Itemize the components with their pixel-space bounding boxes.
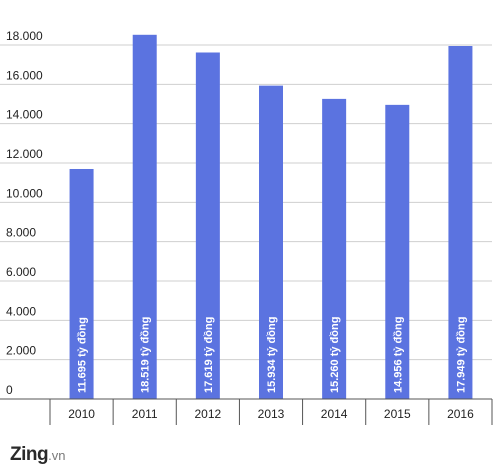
bar-data-label: 15.934 tỷ đồng bbox=[266, 317, 278, 393]
bar-data-label: 14.956 tỷ đồng bbox=[392, 317, 404, 393]
x-tick-label: 2014 bbox=[321, 407, 348, 421]
brand-logo: Zing.vn bbox=[10, 444, 65, 466]
y-tick-label: 4.000 bbox=[6, 304, 36, 318]
bar bbox=[322, 98, 347, 400]
x-axis: 2010 2011 2012 2013 2014 2015 2016 bbox=[0, 398, 493, 425]
y-tick-label: 8.000 bbox=[6, 226, 36, 240]
bar bbox=[132, 34, 157, 399]
bar-data-label: 18.519 tỷ đồng bbox=[140, 317, 152, 393]
y-tick-label: 18.000 bbox=[6, 29, 43, 43]
x-tick-label: 2010 bbox=[68, 407, 95, 421]
y-tick-label: 2.000 bbox=[6, 344, 36, 358]
bar bbox=[385, 104, 410, 400]
bar bbox=[69, 168, 94, 399]
logo-domain: .vn bbox=[48, 448, 66, 463]
x-tick-label: 2013 bbox=[258, 407, 285, 421]
x-tick-label: 2015 bbox=[384, 407, 411, 421]
bar bbox=[259, 85, 283, 399]
logo-brand: Zing bbox=[10, 444, 49, 465]
y-axis-tick-labels: 0 2.000 4.000 6.000 8.000 10.000 12.000 14.000 1… bbox=[6, 29, 43, 397]
x-tick-label: 2012 bbox=[195, 407, 222, 421]
bar bbox=[448, 46, 473, 400]
y-tick-label: 10.000 bbox=[6, 186, 43, 200]
bars: 11.695 tỷ đồng 18.519 tỷ đồng 17.619 tỷ đồ… bbox=[69, 34, 473, 400]
bar-data-label: 11.695 tỷ đồng bbox=[77, 317, 89, 393]
y-tick-label: 12.000 bbox=[6, 147, 43, 161]
bar-data-label: 17.949 tỷ đồng bbox=[455, 317, 467, 393]
bar-data-label: 15.260 tỷ đồng bbox=[329, 317, 341, 393]
x-tick-label: 2011 bbox=[132, 407, 158, 421]
bar-data-label: 17.619 tỷ đồng bbox=[203, 317, 215, 393]
y-tick-label: 6.000 bbox=[6, 265, 36, 279]
y-tick-label: 14.000 bbox=[6, 108, 43, 122]
y-tick-label: 0 bbox=[6, 383, 13, 397]
bar bbox=[195, 52, 220, 399]
x-tick-label: 2016 bbox=[447, 407, 474, 421]
y-tick-label: 16.000 bbox=[6, 68, 43, 82]
